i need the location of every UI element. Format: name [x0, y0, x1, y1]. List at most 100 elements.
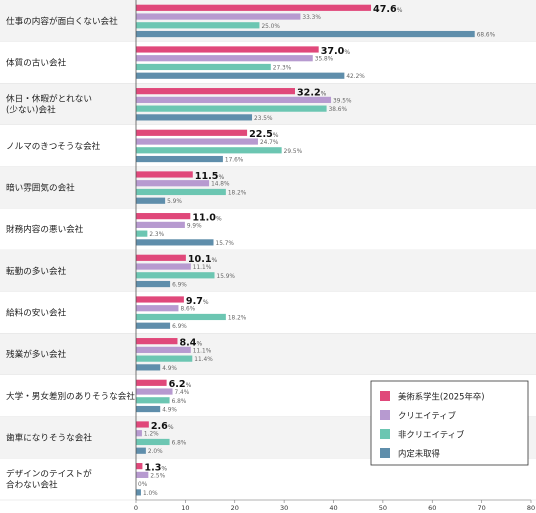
value-label: 10.1%	[188, 254, 218, 265]
value-label: 22.5%	[249, 129, 279, 140]
category-band	[0, 250, 536, 292]
value-label: 18.2%	[228, 315, 247, 321]
value-label: 6.8%	[172, 399, 187, 405]
value-label: 5.9%	[167, 199, 182, 205]
x-tick-label: 0	[134, 504, 138, 512]
value-label: 9.9%	[187, 223, 202, 229]
value-label: 15.7%	[216, 241, 235, 247]
category-band	[0, 166, 536, 209]
x-tick-label: 40	[329, 504, 337, 512]
bar-3	[136, 105, 327, 112]
bar-3	[136, 230, 148, 237]
value-label: 0%	[138, 482, 148, 488]
value-label: 47.6%	[373, 4, 403, 15]
bar-2	[136, 263, 191, 270]
value-label: 24.7%	[260, 140, 279, 146]
value-label: 32.2%	[297, 87, 327, 98]
x-tick-label: 80	[527, 504, 535, 512]
bar-1	[136, 421, 149, 428]
bar-3	[136, 22, 260, 29]
legend-box	[370, 380, 529, 466]
legend-swatch	[380, 429, 390, 439]
legend-swatch	[380, 410, 390, 420]
value-label: 37.0%	[321, 46, 351, 57]
value-label: 11.1%	[193, 348, 212, 354]
bar-4	[136, 72, 345, 79]
value-label: 15.9%	[217, 274, 236, 280]
bar-4	[136, 114, 253, 121]
value-label: 11.4%	[194, 357, 213, 363]
value-label: 1.3%	[144, 462, 167, 473]
bar-1	[136, 46, 319, 53]
bar-3	[136, 313, 226, 321]
value-label: 2.0%	[148, 449, 163, 455]
value-label: 27.3%	[273, 65, 292, 71]
bar-2	[136, 55, 313, 62]
value-label: 1.0%	[143, 491, 158, 497]
bar-4	[136, 322, 171, 329]
x-tick-label: 20	[231, 504, 239, 512]
bar-4	[136, 405, 161, 413]
value-label: 6.9%	[172, 324, 187, 330]
bar-2	[136, 346, 191, 353]
value-label: 68.6%	[477, 33, 496, 39]
bar-4	[136, 364, 161, 371]
bar-3	[136, 63, 271, 71]
legend-label: 美術系学生(2025年卒)	[398, 392, 484, 402]
value-label: 25.0%	[261, 24, 280, 30]
value-label: 8.4%	[179, 337, 202, 348]
category-label: 大学・男女差別のありそうな会社	[6, 390, 135, 402]
legend-label: 非クリエイティブ	[398, 430, 465, 440]
category-band	[0, 291, 536, 334]
category-labels: 仕事の内容が面白くない会社体質の古い会社休日・休暇がとれない(少ない)会社ノルマ…	[6, 15, 135, 491]
value-label: 4.9%	[162, 366, 177, 372]
bar-2	[136, 13, 301, 20]
bar-2	[136, 180, 210, 187]
value-label: 1.2%	[144, 432, 159, 438]
value-label: 38.6%	[329, 107, 348, 113]
bar-4	[136, 155, 223, 163]
value-label: 11.0%	[192, 212, 222, 223]
bar-1	[136, 296, 184, 303]
category-label: 仕事の内容が面白くない会社	[6, 15, 118, 27]
bar-2	[136, 388, 173, 395]
legend-swatch	[380, 448, 390, 458]
value-label: 17.6%	[225, 158, 244, 164]
value-label: 9.7%	[186, 296, 209, 307]
category-label: 残業が多い会社	[6, 348, 67, 360]
value-label: 8.6%	[180, 307, 195, 313]
category-label: 体質の古い会社	[6, 57, 67, 69]
category-label: デザインのテイストが合わない会社	[6, 468, 92, 491]
bar-4	[136, 447, 146, 454]
value-label: 23.5%	[254, 116, 273, 122]
x-tick-label: 50	[379, 504, 387, 512]
value-label: 39.5%	[333, 98, 352, 104]
bar-1	[136, 213, 191, 220]
bar-4	[136, 197, 166, 204]
bar-1	[136, 463, 143, 470]
bar-3	[136, 438, 170, 446]
value-label: 14.8%	[211, 182, 230, 188]
category-label: 転勤の多い会社	[6, 265, 67, 277]
category-band	[0, 208, 536, 250]
value-label: 42.2%	[346, 74, 365, 80]
x-tick-label: 10	[181, 504, 189, 512]
value-labels: 47.6% 33.3% 25.0% 68.6% 37.0%35.8% 27.3% 42.2%…	[138, 4, 496, 497]
legend-label: 内定未取得	[398, 449, 440, 459]
bar-1	[136, 338, 178, 345]
category-label: 財務内容の悪い会社	[6, 223, 84, 235]
bar-1	[136, 171, 193, 178]
value-label: 2.3%	[149, 232, 164, 238]
category-label: 休日・休暇がとれない(少ない)会社	[6, 93, 92, 116]
bar-4	[136, 30, 475, 38]
legend-swatch	[380, 391, 390, 401]
bars	[136, 4, 475, 496]
bar-3	[136, 147, 282, 154]
bar-4	[136, 280, 171, 288]
bar-1	[136, 88, 295, 95]
category-label: 給料の安い会社	[6, 307, 67, 319]
bar-2	[136, 305, 179, 312]
category-label: 暗い雰囲気の会社	[6, 182, 75, 194]
value-label: 18.2%	[228, 190, 247, 196]
